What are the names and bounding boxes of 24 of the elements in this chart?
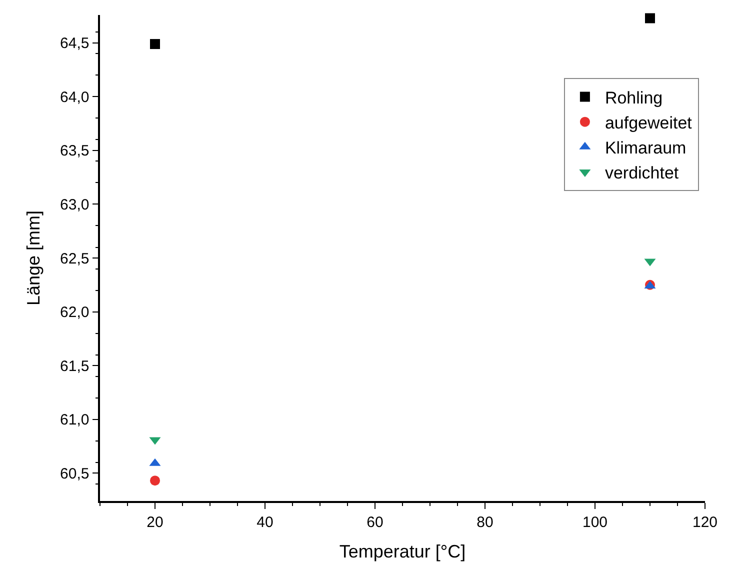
point [150, 476, 160, 486]
legend-label: Rohling [604, 88, 663, 108]
y-tick-label: 61,5 [60, 358, 90, 375]
point [150, 39, 160, 50]
point [645, 13, 655, 24]
y-tick-label: 62,5 [60, 250, 90, 268]
x-tick-label: 20 [146, 514, 164, 531]
y-tick-label: 61,0 [60, 412, 90, 429]
legend-label: Klimaraum [604, 138, 686, 158]
legend-label: aufgeweitet [604, 113, 692, 132]
y-axis-title: Länge [mm] [24, 210, 44, 306]
y-tick-label: 64,0 [60, 88, 90, 106]
x-tick-label: 60 [366, 514, 384, 531]
y-tick-label: 62,0 [60, 304, 90, 322]
y-tick-label: 63,0 [60, 196, 90, 214]
legend-label: verdichtet [604, 164, 679, 183]
x-axis-title: Temperatur [°C] [339, 541, 466, 562]
y-tick-label: 63,5 [60, 142, 90, 160]
x-tick-label: 40 [256, 514, 274, 531]
y-tick-label: 64,5 [60, 35, 90, 52]
y-tick-label: 60,5 [60, 465, 90, 482]
x-tick-label: 120 [692, 514, 718, 531]
x-tick-label: 100 [582, 514, 608, 531]
x-tick-label: 80 [476, 514, 494, 531]
